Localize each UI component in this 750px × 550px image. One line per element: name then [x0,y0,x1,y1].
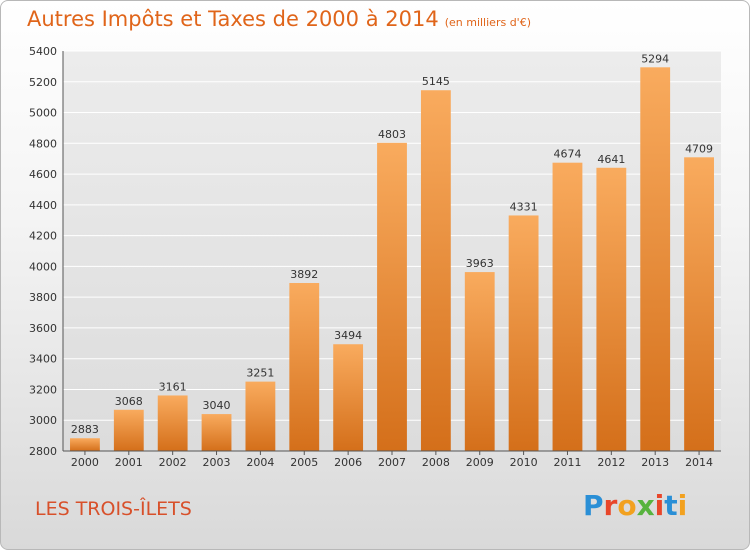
y-tick-label: 3400 [29,353,57,366]
axes: 2800 3000 3200 3400 3600 3800 4000 4200 4400 4600… [29,45,721,469]
y-tick-label: 3800 [29,291,57,304]
bar-value-label: 4709 [685,142,713,155]
bar [552,162,583,451]
logo-letter: r [603,489,618,522]
y-tick-label: 4400 [29,199,57,212]
bar-value-label: 2883 [71,423,99,436]
logo-letter: P [583,489,604,522]
commune-name: LES TROIS-ÎLETS [35,498,192,520]
x-tick-label: 2002 [159,456,187,469]
x-tick-label: 2004 [246,456,274,469]
chart-title-text: Autres Impôts et Taxes de 2000 à 2014 [27,7,439,31]
x-tick-label: 2005 [290,456,318,469]
bar [157,395,188,451]
bar-value-label: 3892 [290,268,318,281]
bar-value-label: 3161 [159,380,187,393]
y-tick-label: 5200 [29,76,57,89]
bar-value-label: 3494 [334,329,362,342]
bar-value-label: 4331 [510,200,538,213]
proxiti-logo: Proxiti [583,489,687,522]
logo-letter: o [617,489,637,522]
bar [70,438,100,451]
bars: 2883 3068 3161 3040 3251 3892 3494 4803 5145 3963… [70,52,714,452]
y-tick-label: 3600 [29,322,57,335]
y-tick-label: 5000 [29,107,57,120]
bar-value-label: 3251 [246,367,274,380]
bar-value-label: 4674 [553,148,581,161]
x-tick-label: 2012 [597,456,625,469]
chart-title: Autres Impôts et Taxes de 2000 à 2014 (en… [27,7,531,31]
logo-letter: i [654,489,665,522]
bar [420,90,451,451]
x-tick-label: 2009 [466,456,494,469]
bar [508,215,539,451]
bar [113,409,144,451]
x-tick-label: 2011 [553,456,581,469]
bar-value-label: 3963 [466,257,494,270]
bar-value-label: 3068 [115,395,143,408]
bar [684,157,714,452]
bar [245,381,276,451]
x-tick-label: 2006 [334,456,362,469]
y-tick-label: 3000 [29,414,57,427]
y-tick-label: 4800 [29,137,57,150]
x-tick-label: 2013 [641,456,669,469]
bar-value-label: 4803 [378,128,406,141]
bar [640,67,671,452]
bar-value-label: 5294 [641,52,669,65]
y-tick-label: 4200 [29,230,57,243]
x-tick-label: 2007 [378,456,406,469]
y-tick-label: 3200 [29,383,57,396]
x-tick-label: 2010 [510,456,538,469]
x-tick-label: 2003 [203,456,231,469]
logo-letter: x [636,489,655,522]
bar [464,272,495,451]
x-tick-label: 2001 [115,456,143,469]
bar [333,344,364,451]
x-tick-label: 2000 [71,456,99,469]
bar [596,167,627,451]
bar [201,414,232,451]
y-tick-label: 2800 [29,445,57,458]
bar-value-label: 3040 [203,399,231,412]
bar [377,142,407,451]
logo-letter: t [664,489,678,522]
chart-unit: (en milliers d'€) [444,16,531,29]
x-tick-label: 2014 [685,456,713,469]
bar [289,283,320,451]
x-tick-label: 2008 [422,456,450,469]
bar-value-label: 4641 [597,153,625,166]
bar-value-label: 5145 [422,75,450,88]
logo-letter: i [677,489,688,522]
y-tick-label: 5400 [29,45,57,58]
y-tick-label: 4000 [29,260,57,273]
y-tick-label: 4600 [29,168,57,181]
